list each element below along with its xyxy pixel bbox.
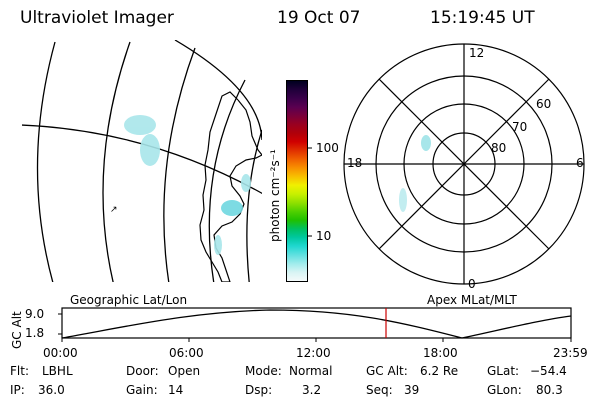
info-glat-value: −54.4 <box>530 364 567 378</box>
info-filter-value: LBHL <box>42 364 73 378</box>
mlat-label-60: 60 <box>536 97 552 111</box>
geographic-label: Geographic Lat/Lon <box>70 293 188 307</box>
mlt-label-12: 12 <box>469 46 485 60</box>
info-mode-label: Mode: <box>245 364 282 378</box>
info-dsp-label: Dsp: <box>245 383 273 397</box>
info-seq-value: 39 <box>404 383 420 397</box>
info-ip-label: IP: <box>10 383 25 397</box>
map-grid-line <box>174 40 262 141</box>
info-glon-value: 80.3 <box>536 383 563 397</box>
aurora-emission <box>214 235 222 255</box>
colorbar-tick-10: 10 <box>316 229 332 243</box>
polar-diagonal <box>378 78 550 250</box>
altitude-xtick-1800: 18:00 <box>423 346 458 360</box>
info-door-value: Open <box>168 364 201 378</box>
altitude-plot-frame <box>61 307 572 339</box>
info-mode-value: Normal <box>289 364 333 378</box>
mlt-label-0: 0 <box>468 277 476 291</box>
coastline <box>199 91 262 282</box>
map-grid-line <box>163 47 196 282</box>
info-glat-label: GLat: <box>487 364 520 378</box>
info-seq-label: Seq: <box>366 383 393 397</box>
altitude-ytick-1-8: 1.8 <box>25 326 45 340</box>
altitude-curve <box>61 309 572 339</box>
altitude-ylabel: GC Alt <box>10 311 24 349</box>
info-ip-value: 36.0 <box>38 383 65 397</box>
altitude-xtick-1200: 12:00 <box>296 346 331 360</box>
apex-label: Apex MLat/MLT <box>427 293 517 307</box>
aurora-emission <box>221 200 243 216</box>
aurora-emission <box>140 134 160 166</box>
coastline <box>237 99 262 156</box>
aurora-emission <box>399 188 407 212</box>
info-gain-value: 14 <box>168 383 184 397</box>
info-dsp-value: 3.2 <box>302 383 322 397</box>
aurora-emission <box>124 115 156 135</box>
map-grid-line <box>208 79 246 282</box>
instrument-title: Ultraviolet Imager <box>20 8 174 28</box>
colorbar-tick-100: 100 <box>316 141 339 155</box>
info-door-label: Door: <box>126 364 159 378</box>
info-gcalt-value: 6.2 Re <box>420 364 459 378</box>
info-gcalt-label: GC Alt: <box>366 364 408 378</box>
mlt-label-18: 18 <box>347 156 363 170</box>
altitude-ytick-9: 9.0 <box>25 307 45 321</box>
aurora-emission <box>421 135 431 151</box>
map-grid-line <box>36 41 56 282</box>
altitude-xtick-2359: 23:59 <box>553 346 588 360</box>
mlat-label-70: 70 <box>512 120 528 134</box>
info-glon-label: GLon: <box>487 383 522 397</box>
altitude-xtick-0600: 06:00 <box>169 346 204 360</box>
mlat-label-80: 80 <box>491 141 507 155</box>
map-grid-line <box>246 129 262 282</box>
aurora-emission <box>241 174 251 192</box>
altitude-xtick-0000: 00:00 <box>43 346 78 360</box>
map-grid-line <box>102 41 131 282</box>
info-filter-label: Flt: <box>10 364 29 378</box>
date-label: 19 Oct 07 <box>277 8 361 28</box>
info-gain-label: Gain: <box>126 383 158 397</box>
colorbar-gradient <box>286 80 308 282</box>
mlt-label-6: 6 <box>576 156 584 170</box>
map-marker: ↗ <box>110 205 118 215</box>
time-label: 15:19:45 UT <box>430 8 535 28</box>
